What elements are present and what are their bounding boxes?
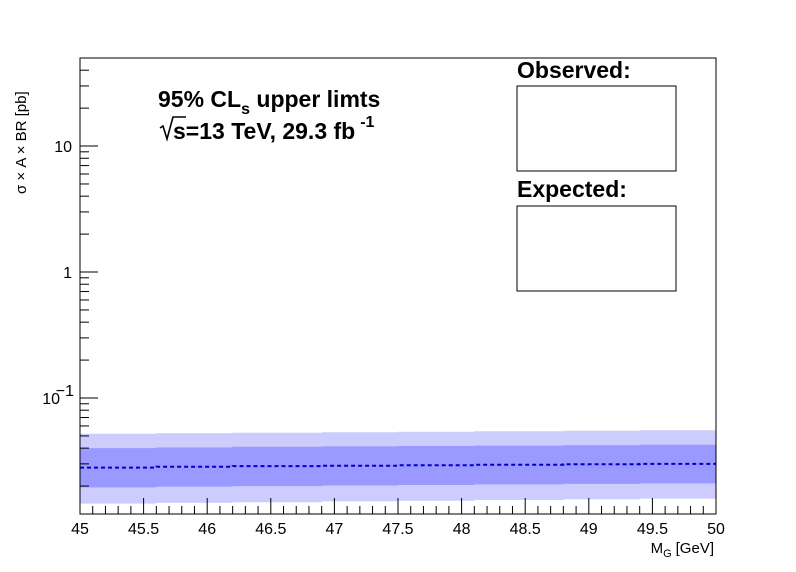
legend-expected-box [516,205,677,292]
x-axis-title: MG [GeV] [651,540,714,560]
annotation-line1: 95% CLs upper limts [158,86,380,118]
x-axis-title-var: M [651,540,664,557]
x-tick-label: 46 [198,521,216,538]
x-axis-title-unit: [GeV] [676,540,714,557]
annotation-sqrt-s: s [173,118,186,144]
band-1sigma [80,444,716,488]
x-tick-label: 48.5 [510,521,541,538]
expected-bands [80,430,716,504]
y-tick-label: 1 [63,265,72,282]
annotation-cl: 95% CL [158,86,241,112]
annotation-lumi-sup: -1 [360,114,374,131]
x-tick-label: 45 [71,521,89,538]
x-axis-title-sub: G [663,548,672,560]
annotation-upper-limits: upper limts [250,86,380,112]
x-tick-label: 47.5 [382,521,413,538]
x-tick-label: 49.5 [637,521,668,538]
x-tick-label: 46.5 [255,521,286,538]
annotation-cl-sub: s [241,101,250,118]
y-tick-label-exponent: −1 [56,383,74,400]
legend-observed-label: Observed: [517,57,631,83]
annotation-line2: s=13 TeV, 29.3 fb -1 [173,114,375,144]
legend-expected-label: Expected: [517,176,627,202]
x-tick-label: 49 [580,521,598,538]
x-tick-label: 47 [326,521,344,538]
expected-line [80,462,716,469]
x-tick-label: 45.5 [128,521,159,538]
y-axis-title: σ × A × BR [pb] [13,91,30,194]
x-tick-label: 50 [707,521,725,538]
x-axis: 45 45.5 46 46.5 47 47.5 48 48.5 49 49.5 50 [71,498,725,538]
expected-line-group [80,462,716,469]
x-tick-label: 48 [453,521,471,538]
y-tick-label: 10 [54,139,72,156]
y-tick-label: 10 [42,391,60,408]
annotation-energy-lumi: =13 TeV, 29.3 fb [186,118,355,144]
legend-observed-box [516,85,677,172]
sqrt-symbol [159,116,186,142]
